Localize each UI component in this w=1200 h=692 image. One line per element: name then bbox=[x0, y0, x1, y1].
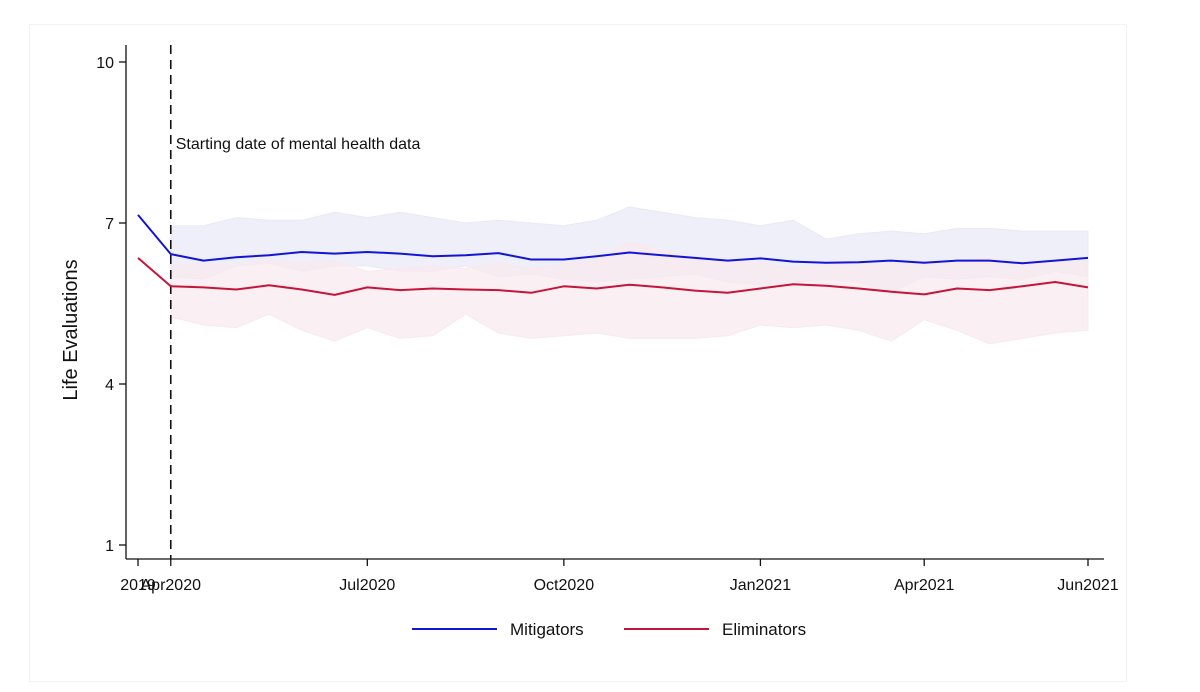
x-tick-label: Jun2021 bbox=[1057, 577, 1118, 594]
start-date-annotation: Starting date of mental health data bbox=[176, 136, 421, 153]
x-tick-label: Jan2021 bbox=[730, 577, 791, 594]
x-tick-label: Oct2020 bbox=[534, 577, 595, 594]
y-axis-title: Life Evaluations bbox=[60, 259, 82, 400]
series-lines bbox=[137, 214, 1089, 296]
eliminators-line bbox=[137, 257, 1089, 296]
legend-mitigators-label: Mitigators bbox=[510, 620, 584, 639]
x-tick-label: 2019 bbox=[120, 577, 156, 594]
legend: Mitigators Eliminators bbox=[412, 620, 806, 639]
y-tick-label: 10 bbox=[96, 55, 114, 72]
axes bbox=[125, 45, 1104, 560]
chart-frame: 1 4 7 10 2019 Apr2020 Jul2020 Oct2020 Jan2021 Ap… bbox=[30, 25, 1126, 681]
mitigators-line bbox=[137, 214, 1089, 265]
y-ticks: 1 4 7 10 bbox=[96, 55, 126, 555]
y-tick-label: 4 bbox=[105, 377, 114, 394]
y-tick-label: 7 bbox=[105, 216, 114, 233]
legend-eliminators-label: Eliminators bbox=[722, 620, 806, 639]
eliminators-confidence-band bbox=[170, 241, 1089, 345]
x-tick-label: Apr2020 bbox=[141, 577, 202, 594]
confidence-bands bbox=[170, 206, 1089, 345]
x-tick-label: Jul2020 bbox=[339, 577, 395, 594]
x-tick-label: Apr2021 bbox=[894, 577, 955, 594]
y-tick-label: 1 bbox=[105, 538, 114, 555]
